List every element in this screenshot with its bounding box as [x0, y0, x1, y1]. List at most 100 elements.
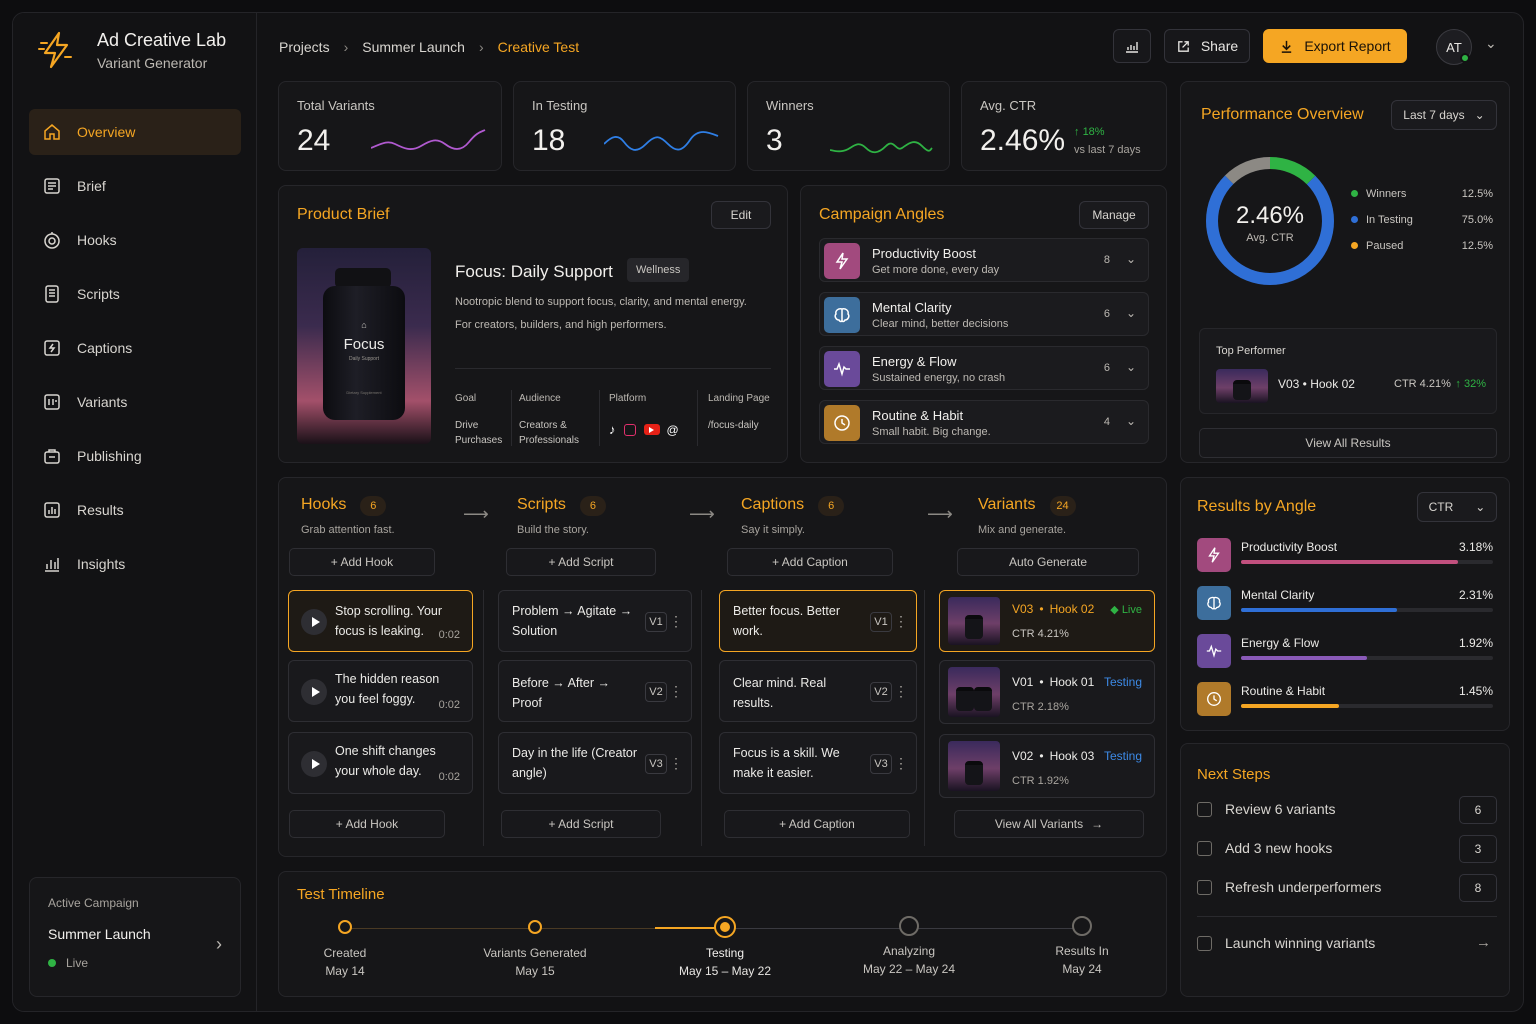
- sidebar-item-captions[interactable]: Captions: [29, 325, 241, 371]
- landing-page-value[interactable]: /focus-daily: [708, 420, 759, 431]
- script-item[interactable]: Before → After → Proof V2 ⋮: [498, 660, 692, 722]
- metric-select[interactable]: CTR ⌄: [1417, 492, 1497, 522]
- breadcrumb-summer-launch[interactable]: Summer Launch: [362, 39, 465, 55]
- angle-name: Mental Clarity: [872, 300, 952, 315]
- sidebar-item-label: Scripts: [77, 286, 120, 302]
- more-icon[interactable]: ⋮: [669, 755, 683, 771]
- script-item[interactable]: Day in the life (Creator angle) V3 ⋮: [498, 732, 692, 794]
- sidebar-item-publishing[interactable]: Publishing: [29, 433, 241, 479]
- top-performer-box[interactable]: Top Performer V03 • Hook 02 CTR 4.21% ↑ …: [1199, 328, 1497, 414]
- more-icon[interactable]: ⋮: [894, 755, 908, 771]
- chevron-down-icon[interactable]: ⌄: [1125, 306, 1136, 320]
- add-caption-button-bottom[interactable]: + Add Caption: [724, 810, 910, 838]
- add-caption-button[interactable]: + Add Caption: [727, 548, 893, 576]
- result-row-mental-clarity[interactable]: Mental Clarity 2.31%: [1197, 586, 1493, 624]
- add-hook-button[interactable]: + Add Hook: [289, 548, 435, 576]
- checkbox[interactable]: [1197, 802, 1212, 817]
- avatar[interactable]: AT: [1436, 29, 1472, 65]
- sidebar-item-insights[interactable]: Insights: [29, 541, 241, 587]
- result-bar-track: [1241, 656, 1493, 660]
- step-label: Testing: [705, 946, 745, 960]
- hook-item[interactable]: Stop scrolling. Your focus is leaking. 0:…: [288, 590, 473, 652]
- result-row-productivity-boost[interactable]: Productivity Boost 3.18%: [1197, 538, 1493, 576]
- legend-name: In Testing: [1366, 214, 1413, 226]
- test-timeline-title: Test Timeline: [297, 886, 385, 903]
- more-icon[interactable]: ⋮: [894, 613, 908, 629]
- chevron-down-icon[interactable]: ⌄: [1125, 360, 1136, 374]
- angle-row-mental-clarity[interactable]: Mental Clarity Clear mind, better decisi…: [819, 292, 1149, 336]
- result-bar-fill: [1241, 656, 1367, 660]
- hook-item[interactable]: One shift changes your whole day. 0:02: [288, 732, 473, 794]
- active-campaign-card[interactable]: Active Campaign Summer Launch Live ›: [29, 877, 241, 997]
- result-row-energy-flow[interactable]: Energy & Flow 1.92%: [1197, 634, 1493, 672]
- next-step-launch-winners[interactable]: Launch winning variants →: [1197, 930, 1497, 958]
- hooks-count-badge: 6: [360, 496, 387, 516]
- play-icon[interactable]: [301, 609, 327, 635]
- angle-row-routine-habit[interactable]: Routine & Habit Small habit. Big change.…: [819, 400, 1149, 444]
- more-icon[interactable]: ⋮: [669, 613, 683, 629]
- sidebar-item-label: Overview: [77, 124, 136, 140]
- more-icon[interactable]: ⋮: [669, 683, 683, 699]
- chevron-down-icon[interactable]: ⌄: [1125, 252, 1136, 266]
- sidebar-item-variants[interactable]: Variants: [29, 379, 241, 425]
- lightning-logo-icon: [38, 31, 72, 69]
- play-icon[interactable]: [301, 679, 327, 705]
- edit-brief-button[interactable]: Edit: [711, 201, 771, 229]
- sidebar-item-scripts[interactable]: Scripts: [29, 271, 241, 317]
- sidebar-item-overview[interactable]: Overview: [29, 109, 241, 155]
- angle-row-energy-flow[interactable]: Energy & Flow Sustained energy, no crash…: [819, 346, 1149, 390]
- variant-item[interactable]: V01 • Hook 01 Testing CTR 2.18%: [939, 660, 1155, 724]
- sidebar-item-hooks[interactable]: Hooks: [29, 217, 241, 263]
- caption-item[interactable]: Better focus. Better work. V1 ⋮: [719, 590, 917, 652]
- version-tag: V1: [870, 612, 892, 632]
- result-row-routine-habit[interactable]: Routine & Habit 1.45%: [1197, 682, 1493, 720]
- chevron-down-icon[interactable]: ⌄: [1485, 35, 1497, 51]
- chevron-right-icon[interactable]: ›: [216, 934, 222, 954]
- landing-page-label: Landing Page: [708, 393, 770, 404]
- export-report-button[interactable]: Export Report: [1263, 29, 1407, 63]
- view-all-results-button[interactable]: View All Results: [1199, 428, 1497, 458]
- hook-item[interactable]: The hidden reason you feel foggy. 0:02: [288, 660, 473, 722]
- sidebar-item-results[interactable]: Results: [29, 487, 241, 533]
- breadcrumb-projects[interactable]: Projects: [279, 39, 330, 55]
- angle-description: Sustained energy, no crash: [872, 372, 1006, 384]
- add-hook-button-bottom[interactable]: + Add Hook: [289, 810, 445, 838]
- jar-subtitle: Daily Support: [348, 356, 379, 362]
- variant-item[interactable]: V03 • Hook 02 ◆ Live CTR 4.21%: [939, 590, 1155, 652]
- angle-row-productivity-boost[interactable]: Productivity Boost Get more done, every …: [819, 238, 1149, 282]
- variant-item[interactable]: V02 • Hook 03 Testing CTR 1.92%: [939, 734, 1155, 798]
- view-all-variants-button[interactable]: View All Variants →: [954, 810, 1144, 838]
- checkbox[interactable]: [1197, 936, 1212, 951]
- arrow-right-icon[interactable]: →: [1476, 934, 1491, 951]
- manage-angles-button[interactable]: Manage: [1079, 201, 1149, 229]
- add-script-button[interactable]: + Add Script: [506, 548, 656, 576]
- campaign-label: Active Campaign: [48, 896, 139, 910]
- auto-generate-button[interactable]: Auto Generate: [957, 548, 1139, 576]
- jar-body: ⌂ Focus Daily Support Dietary Supplement: [323, 286, 405, 420]
- hooks-column-title: Hooks 6: [301, 496, 387, 516]
- chevron-down-icon[interactable]: ⌄: [1125, 414, 1136, 428]
- stat-delta: ↑ 18%: [1074, 126, 1105, 138]
- date-range-label: Last 7 days: [1403, 108, 1465, 122]
- caption-item[interactable]: Clear mind. Real results. V2 ⋮: [719, 660, 917, 722]
- download-icon: [1282, 40, 1292, 53]
- more-icon[interactable]: ⋮: [894, 683, 908, 699]
- add-script-button-bottom[interactable]: + Add Script: [501, 810, 661, 838]
- sidebar-item-brief[interactable]: Brief: [29, 163, 241, 209]
- next-step-review-variants[interactable]: Review 6 variants 6: [1197, 796, 1497, 824]
- play-icon[interactable]: [301, 751, 327, 777]
- checkbox[interactable]: [1197, 880, 1212, 895]
- date-range-select[interactable]: Last 7 days ⌄: [1391, 100, 1497, 130]
- campaign-status: Live: [48, 956, 222, 970]
- next-step-add-hooks[interactable]: Add 3 new hooks 3: [1197, 835, 1497, 863]
- variant-id: V03: [1012, 602, 1034, 616]
- next-step-refresh-underperformers[interactable]: Refresh underperformers 8: [1197, 874, 1497, 902]
- brain-icon: [824, 297, 860, 333]
- caption-item[interactable]: Focus is a skill. We make it easier. V3 ⋮: [719, 732, 917, 794]
- legend-name: Paused: [1366, 240, 1404, 252]
- checkbox[interactable]: [1197, 841, 1212, 856]
- script-item[interactable]: Problem → Agitate → Solution V1 ⋮: [498, 590, 692, 652]
- analytics-button[interactable]: [1113, 29, 1151, 63]
- chevron-down-icon: ⌄: [1475, 500, 1486, 514]
- share-button[interactable]: Share: [1164, 29, 1250, 63]
